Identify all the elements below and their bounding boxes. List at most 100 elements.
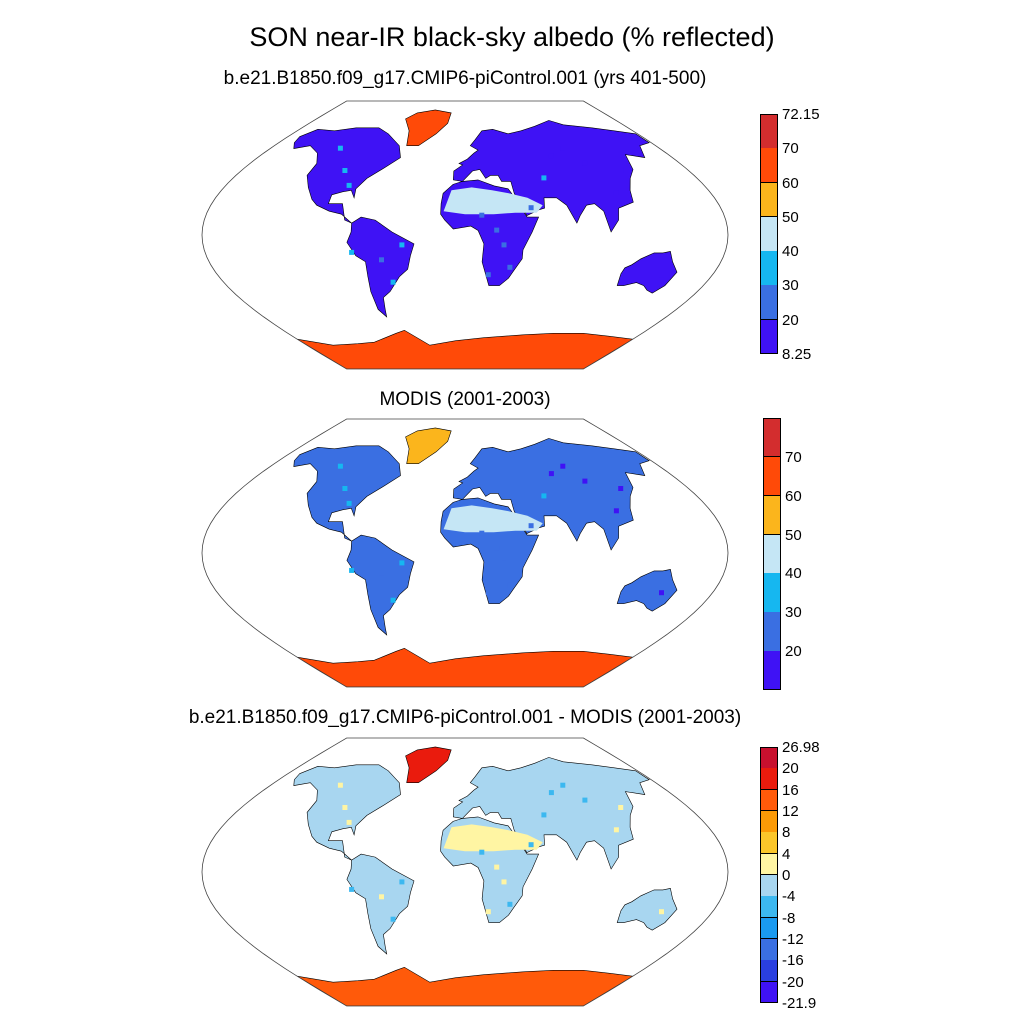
- grid-cell: [507, 264, 513, 270]
- colorbar-box: [760, 216, 778, 252]
- landmass-australia: [616, 251, 678, 294]
- grid-cell: [528, 205, 534, 211]
- grid-cell: [346, 500, 352, 506]
- colorbar-box: [760, 148, 778, 184]
- map-model: [201, 100, 729, 370]
- grid-cell: [507, 582, 513, 588]
- landmass-south-america: [346, 853, 415, 955]
- colorbar-box: [763, 573, 781, 613]
- colorbar-box: [760, 981, 778, 1004]
- landmass-australia: [616, 888, 678, 931]
- grid-cell: [582, 160, 588, 166]
- colorbar-box: [760, 182, 778, 218]
- grid-cell: [560, 463, 566, 469]
- colorbar-box: [760, 789, 778, 812]
- grid-cell: [485, 272, 491, 278]
- colorbar-label: 70: [785, 448, 802, 466]
- landmass-eurasia: [452, 757, 650, 870]
- colorbar-box: [760, 917, 778, 940]
- map-content: [293, 109, 678, 369]
- grid-cell: [337, 782, 343, 788]
- grid-cell: [485, 590, 491, 596]
- grid-cell: [399, 560, 405, 566]
- grid-cell: [349, 249, 355, 255]
- grid-cell: [618, 168, 624, 173]
- grid-cell: [494, 864, 500, 870]
- colorbar-box: [760, 768, 778, 791]
- grid-cell: [541, 493, 547, 499]
- colorbar-label: -8: [782, 909, 796, 927]
- grid-cell: [342, 486, 348, 491]
- grid-cell: [494, 545, 500, 551]
- landmass-north-america: [293, 127, 401, 224]
- map-content: [293, 746, 678, 1006]
- colorbar-label: 60: [785, 487, 802, 505]
- grid-cell: [390, 597, 396, 603]
- map-content: [293, 427, 678, 687]
- grid-cell: [390, 916, 396, 922]
- grid-cell: [379, 575, 384, 581]
- colorbar-box: [760, 114, 778, 149]
- grid-cell: [560, 145, 566, 151]
- grid-cell: [541, 175, 547, 181]
- grid-cell: [582, 478, 588, 484]
- grid-cell: [337, 463, 343, 469]
- grid-cell: [618, 486, 624, 491]
- grid-cell: [342, 168, 348, 173]
- colorbar-box: [760, 319, 778, 355]
- colorbar-label: -21.9: [782, 995, 817, 1012]
- colorbar-label: -20: [782, 973, 804, 991]
- colorbar-box: [760, 832, 778, 855]
- map-obs: [201, 418, 729, 688]
- colorbar-box: [760, 896, 778, 919]
- map-frame: [201, 100, 729, 370]
- grid-cell: [379, 257, 384, 263]
- colorbar-label: 40: [782, 243, 799, 261]
- colorbar-label: 60: [782, 174, 799, 192]
- grid-cell: [346, 819, 352, 825]
- colorbar-label: 50: [782, 208, 799, 226]
- grid-cell: [349, 886, 355, 892]
- colorbar-label: 20: [785, 643, 802, 661]
- colorbar-label: 72.15: [782, 106, 820, 123]
- grid-cell: [399, 879, 405, 885]
- landmass-greenland: [405, 746, 452, 783]
- colorbar-label: 4: [782, 845, 791, 863]
- panel-diff-title: b.e21.B1850.f09_g17.CMIP6-piControl.001 …: [188, 707, 742, 728]
- sahara-region: [443, 187, 543, 215]
- landmass-south-america: [346, 534, 415, 636]
- grid-cell: [618, 805, 624, 810]
- grid-cell: [479, 849, 485, 855]
- colorbar-label: 26.98: [782, 739, 820, 756]
- grid-cell: [560, 782, 566, 788]
- grid-cell: [379, 894, 384, 900]
- grid-cell: [494, 227, 500, 233]
- grid-cell: [349, 567, 355, 573]
- panel-obs-title: MODIS (2001-2003): [379, 389, 551, 410]
- landmass-greenland: [405, 109, 452, 146]
- figure-title: SON near-IR black-sky albedo (% reflecte…: [249, 22, 775, 52]
- colorbar-box: [760, 960, 778, 983]
- colorbar-label: 8.25: [782, 346, 812, 363]
- colorbar-label: 20: [782, 311, 799, 329]
- colorbar-label: 0: [782, 867, 791, 884]
- colorbar-diff: -21.9 -20 -16 -12 -8 -4 0 4 8 12 16 20 26.98: [760, 740, 848, 1019]
- grid-cell: [613, 508, 619, 514]
- grid-cell: [390, 279, 396, 285]
- grid-cell: [501, 560, 507, 566]
- colorbar-box: [763, 651, 781, 691]
- colorbar-box: [763, 418, 781, 458]
- grid-cell: [541, 812, 547, 818]
- colorbar-box: [760, 251, 778, 286]
- landmass-north-america: [293, 445, 401, 542]
- map-frame: [201, 737, 729, 1007]
- grid-cell: [659, 909, 664, 915]
- grid-cell: [548, 790, 554, 796]
- grid-cell: [485, 909, 491, 915]
- grid-cell: [528, 523, 534, 529]
- colorbar-label: 30: [785, 604, 802, 622]
- landmass-antarctica: [297, 647, 634, 687]
- colorbar-box: [763, 534, 781, 574]
- grid-cell: [613, 190, 619, 196]
- map-frame: [201, 418, 729, 688]
